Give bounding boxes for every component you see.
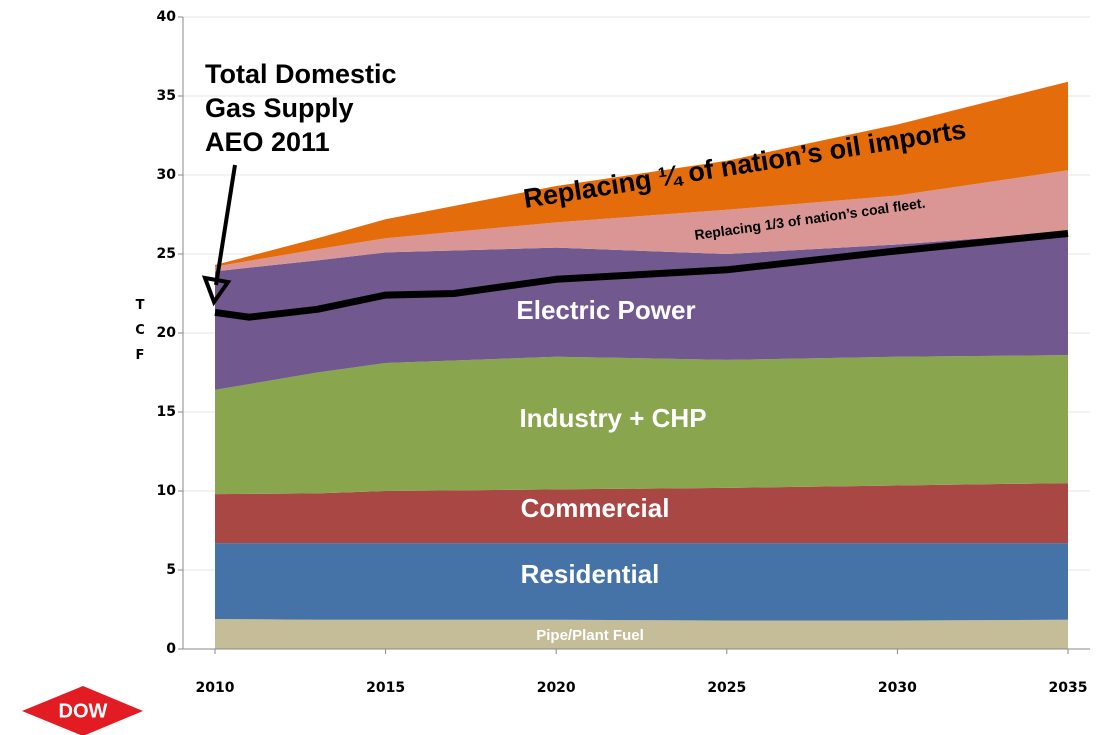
y-tick-label: 20: [157, 325, 177, 341]
x-tick-label: 2020: [537, 680, 576, 696]
areas: [215, 81, 1068, 649]
logo: DOW: [59, 700, 108, 722]
logo-shape: [22, 686, 143, 735]
area: [215, 543, 1068, 621]
y-tick-label: 10: [157, 483, 177, 499]
x-tick-label: 2015: [366, 680, 405, 696]
area-label: Pipe/Plant Fuel: [536, 627, 644, 644]
arrow-head: [201, 275, 232, 307]
area-label: Industry + CHP: [519, 403, 706, 433]
arrow: [214, 164, 237, 286]
annotation: AEO 2011: [205, 127, 330, 157]
y-tick-label: 0: [166, 641, 176, 657]
supply-line: [214, 229, 1069, 321]
area: [215, 81, 1068, 267]
y-tick-label: 40: [157, 9, 177, 25]
area: [215, 483, 1068, 544]
y-tick-label: 35: [157, 88, 176, 104]
area: [215, 618, 1068, 649]
x-tick-label: 2025: [707, 680, 746, 696]
annotation: Total Domestic: [205, 59, 397, 89]
area: [215, 231, 1068, 390]
area-label: Commercial: [521, 493, 670, 523]
y-axis-label: TCF: [135, 298, 145, 363]
x-tick-label: 2010: [196, 680, 235, 696]
area-label: Electric Power: [516, 295, 695, 325]
area: [215, 355, 1068, 495]
y-tick-label: 25: [157, 246, 176, 262]
area: [215, 170, 1068, 272]
x-tick-label: 2035: [1049, 680, 1088, 696]
y-tick-label: 30: [157, 167, 177, 183]
y-tick-label: 5: [166, 562, 176, 578]
y-tick-label: 15: [157, 404, 176, 420]
annotation: Gas Supply: [205, 93, 354, 123]
x-tick-label: 2030: [878, 680, 917, 696]
area-label: Residential: [521, 559, 660, 589]
